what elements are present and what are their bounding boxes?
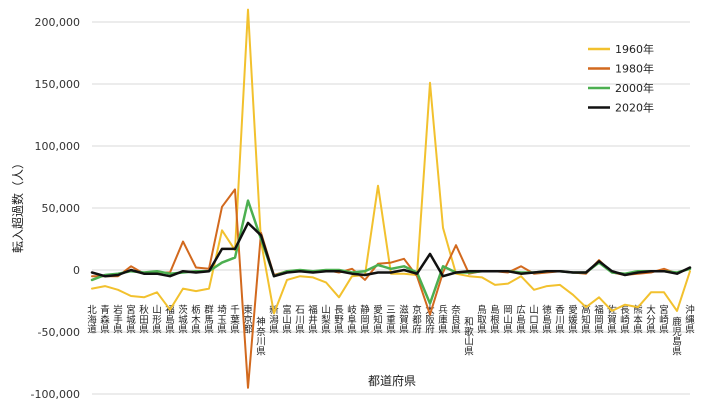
y-tick-label: 50,000 <box>42 202 81 215</box>
x-tick-label: 埼玉県 <box>217 304 227 336</box>
x-tick-label: 秋田県 <box>139 304 149 336</box>
x-tick-label: 福岡県 <box>594 304 604 336</box>
y-tick-label: 100,000 <box>35 140 81 153</box>
x-tick-label: 鳥取県 <box>477 304 487 336</box>
x-tick-label: 香川県 <box>555 305 565 336</box>
x-tick-label: 徳島県 <box>542 304 552 336</box>
x-tick-label: 奈良県 <box>451 304 461 336</box>
x-tick-label: 沖縄県 <box>685 304 695 336</box>
x-tick-label: 長野県 <box>334 305 344 336</box>
x-tick-label: 岩手県 <box>113 304 123 336</box>
x-tick-label: 千葉県 <box>230 305 240 336</box>
x-tick-label: 石川県 <box>295 305 305 336</box>
x-tick-label: 群馬県 <box>204 304 214 336</box>
y-axis-ticks: 200,000 150,000 100,000 50,000 0 -50,000 -100,… <box>31 16 80 401</box>
x-tick-label: 愛媛県 <box>568 304 578 336</box>
x-tick-label: 静岡県 <box>360 304 370 336</box>
legend-label: 2020年 <box>615 101 654 115</box>
x-tick-label: 和歌山県 <box>464 317 474 357</box>
x-tick-label: 三重県 <box>386 305 396 336</box>
x-tick-label: 宮崎県 <box>659 304 669 336</box>
x-tick-label: 北海道 <box>87 305 97 336</box>
gridlines <box>92 21 690 395</box>
series-line-2020年 <box>90 221 692 278</box>
y-axis-title: 転入超過数（人） <box>10 157 25 253</box>
x-tick-label: 岡山県 <box>503 305 513 336</box>
x-tick-label: 岐阜県 <box>347 304 357 336</box>
y-tick-label: 200,000 <box>35 16 81 29</box>
x-tick-label: 栃木県 <box>191 304 201 336</box>
y-tick-label: 150,000 <box>35 78 81 91</box>
y-tick-label: 0 <box>73 264 80 277</box>
legend-label: 1980年 <box>615 62 654 76</box>
x-tick-label: 山口県 <box>529 305 539 336</box>
y-tick-label: -50,000 <box>38 326 80 339</box>
series-line-1980年 <box>91 188 691 389</box>
x-axis-title: 都道府県 <box>368 373 416 388</box>
x-tick-label: 富山県 <box>282 304 292 336</box>
x-tick-label: 新潟県 <box>269 304 279 336</box>
x-tick-label: 兵庫県 <box>438 304 448 336</box>
x-tick-label: 福井県 <box>308 304 318 336</box>
series-lines <box>90 8 692 389</box>
x-tick-label: 鹿児島県 <box>672 316 682 357</box>
x-tick-label: 東京都 <box>243 304 253 336</box>
x-axis-ticks: 北海道青森県岩手県宮城県秋田県山形県福島県茨城県栃木県群馬県埼玉県千葉県東京都神… <box>87 304 695 357</box>
x-tick-label: 広島県 <box>516 304 526 336</box>
x-tick-label: 宮城県 <box>126 304 136 336</box>
legend-label: 1960年 <box>615 42 654 56</box>
legend: 1960年 1980年 2000年 2020年 <box>588 42 654 115</box>
x-tick-label: 京都府 <box>412 304 422 336</box>
x-tick-label: 滋賀県 <box>399 304 409 336</box>
x-tick-label: 山梨県 <box>321 305 331 336</box>
y-tick-label: -100,000 <box>31 388 80 401</box>
x-tick-label: 長崎県 <box>620 305 630 336</box>
series-line-2000年 <box>90 199 692 305</box>
x-tick-label: 熊本県 <box>633 304 643 336</box>
x-tick-label: 大分県 <box>646 304 656 336</box>
x-tick-label: 愛知県 <box>373 304 383 336</box>
x-tick-label: 茨城県 <box>178 304 188 336</box>
x-tick-label: 大阪府 <box>425 304 435 336</box>
x-tick-label: 青森県 <box>100 304 110 336</box>
x-tick-label: 島根県 <box>490 304 500 336</box>
legend-label: 2000年 <box>615 81 654 95</box>
x-tick-label: 神奈川県 <box>256 316 266 357</box>
x-tick-label: 高知県 <box>581 304 591 336</box>
x-tick-label: 山形県 <box>152 305 162 336</box>
